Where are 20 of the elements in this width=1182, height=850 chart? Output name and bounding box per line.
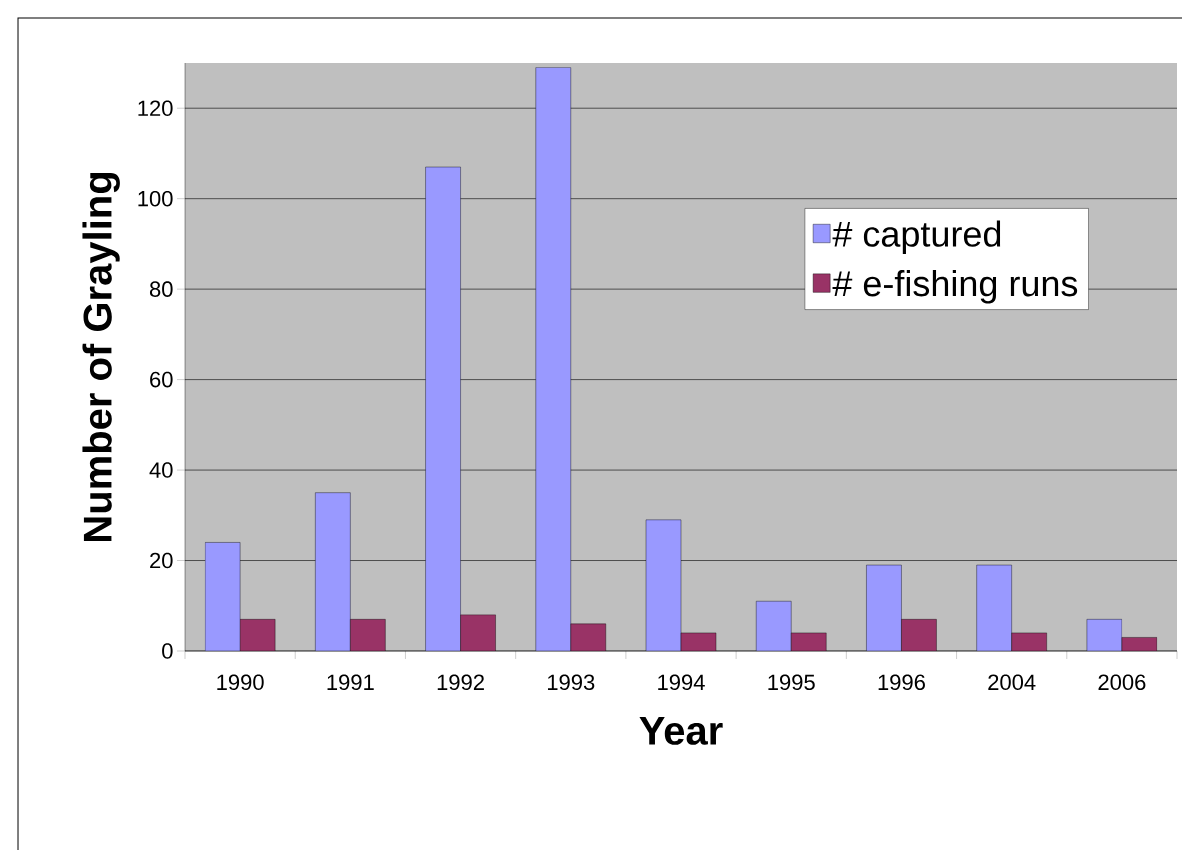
y-tick-label: 40 [149,462,173,478]
y-tick-label: 20 [150,552,173,569]
y-tick-label: 0 [162,643,173,659]
y-axis-title: Number of Grayling [82,173,120,541]
legend-label: # captured [832,220,1001,254]
x-tick-label: 1991 [327,674,374,691]
y-tick-label: 80 [149,281,173,297]
y-tick-label: 60 [150,371,173,388]
legend-label: # e-fishing runs [832,270,1078,304]
x-tick-label: 1990 [217,674,264,691]
x-axis-title: Year [639,716,723,745]
x-tick-label: 1993 [547,674,595,691]
x-tick-label: 1992 [437,674,484,691]
x-tick-label: 1995 [768,674,815,691]
x-tick-label: 1996 [878,674,925,691]
y-tick-label: 100 [138,190,173,207]
x-tick-label: 2004 [988,674,1036,691]
y-tick-label: 120 [138,100,173,117]
x-tick-label: 2006 [1098,674,1146,691]
x-tick-label: 1994 [658,674,705,691]
